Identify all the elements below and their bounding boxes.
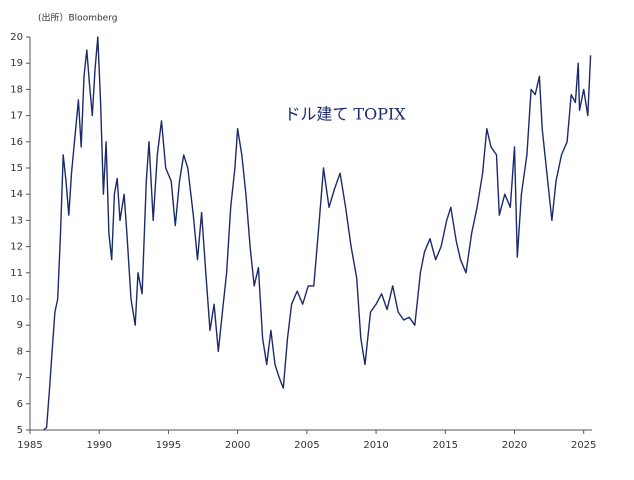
y-tick-label: 6 (17, 399, 23, 410)
y-tick-label: 5 (17, 425, 23, 436)
y-tick-label: 10 (10, 294, 23, 305)
y-tick-label: 7 (17, 373, 23, 384)
y-tick-label: 13 (10, 215, 23, 226)
y-tick-label: 19 (10, 58, 23, 69)
x-tick-label: 2005 (294, 440, 319, 451)
x-tick-label: 1995 (156, 440, 181, 451)
x-tick-label: 2010 (363, 440, 388, 451)
y-tick-label: 20 (10, 32, 23, 43)
y-tick-label: 18 (10, 84, 23, 95)
y-tick-label: 14 (10, 189, 23, 200)
y-tick-label: 11 (10, 268, 23, 279)
x-tick-label: 1990 (86, 440, 111, 451)
x-tick-label: 1985 (17, 440, 42, 451)
x-tick-label: 2020 (502, 440, 527, 451)
y-tick-label: 17 (10, 111, 23, 122)
series-line (43, 36, 592, 431)
y-tick-label: 8 (17, 346, 23, 357)
y-tick-label: 15 (10, 163, 23, 174)
source-note: (出所）Bloomberg (38, 12, 117, 24)
chart-title: ドル建て TOPIX (284, 105, 406, 124)
y-tick-label: 12 (10, 242, 23, 253)
y-tick-label: 16 (10, 137, 23, 148)
x-tick-label: 2000 (225, 440, 250, 451)
x-tick-label: 2025 (571, 440, 596, 451)
x-tick-label: 2015 (433, 440, 458, 451)
y-tick-label: 9 (17, 320, 23, 331)
